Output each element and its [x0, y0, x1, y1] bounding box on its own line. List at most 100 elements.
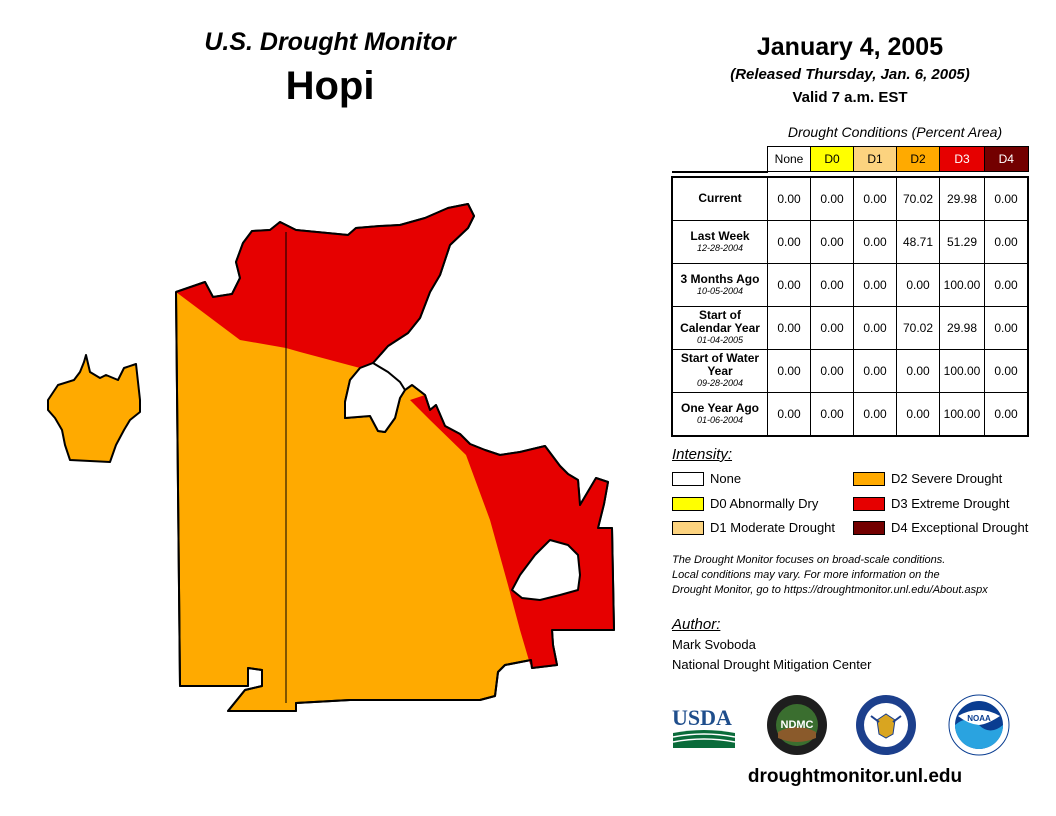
cell-d4: 0.00	[984, 305, 1029, 350]
row-label-date: 10-05-2004	[696, 285, 744, 296]
row-label: Last Week 12-28-2004	[671, 219, 768, 264]
row-label-text: Last Week	[690, 228, 750, 243]
col-header-d3: D3	[939, 146, 985, 172]
table-row: Start of Water Year 09-28-2004 0.00 0.00 0.0…	[671, 348, 1029, 393]
cell-d3: 100.00	[939, 262, 985, 307]
cell-d2: 48.71	[896, 219, 940, 264]
cell-d1: 0.00	[853, 305, 897, 350]
cell-d2: 0.00	[896, 348, 940, 393]
drought-map	[47, 203, 615, 712]
col-header-d4: D4	[984, 146, 1029, 172]
cell-d1: 0.00	[853, 175, 897, 221]
row-label: One Year Ago 01-06-2004	[671, 391, 768, 437]
ndmc-logo-text: NDMC	[781, 719, 814, 731]
legend-label: D1 Moderate Drought	[710, 520, 836, 535]
cell-d4: 0.00	[984, 175, 1029, 221]
legend-swatch	[672, 520, 704, 535]
legend-swatch	[672, 496, 704, 511]
cell-d1: 0.00	[853, 348, 897, 393]
author-title: Author:	[672, 616, 721, 633]
row-label-text: Current	[698, 191, 742, 205]
note-line: Local conditions may vary. For more info…	[672, 569, 940, 581]
row-label-text: Start of Water Year	[680, 351, 760, 378]
row-label-text: Start of Calendar Year	[680, 308, 760, 335]
col-header-d2: D2	[896, 146, 940, 172]
valid-time: Valid 7 a.m. EST	[792, 89, 908, 106]
legend-item-none: None	[672, 471, 741, 486]
cell-none: 0.00	[767, 219, 811, 264]
map-d3-north-region	[176, 204, 474, 368]
noaa-logo: NOAA	[948, 694, 1010, 756]
row-label-date: 01-06-2004	[696, 414, 744, 425]
cell-d1: 0.00	[853, 391, 897, 437]
row-label-date: 01-04-2005	[696, 335, 744, 345]
cell-none: 0.00	[767, 391, 811, 437]
legend-label: D2 Severe Drought	[891, 471, 1003, 486]
table-caption: Drought Conditions (Percent Area)	[787, 124, 1003, 140]
region-name: Hopi	[285, 64, 375, 108]
cell-d0: 0.00	[810, 305, 854, 350]
disclaimer-note: The Drought Monitor focuses on broad-sca…	[672, 553, 1042, 598]
legend-swatch	[853, 520, 885, 535]
cell-d0: 0.00	[810, 219, 854, 264]
col-header-d0: D0	[810, 146, 854, 172]
row-label: Start of Calendar Year 01-04-2005	[671, 305, 768, 350]
release-date: (Released Thursday, Jan. 6, 2005)	[730, 66, 970, 83]
cell-d4: 0.00	[984, 348, 1029, 393]
usda-logo: USDA	[672, 705, 736, 748]
row-label-date: 12-28-2004	[696, 242, 744, 253]
row-label: 3 Months Ago 10-05-2004	[671, 262, 768, 307]
noaa-logo-text: NOAA	[967, 714, 991, 723]
legend-item-d3: D3 Extreme Drought	[853, 496, 1010, 511]
note-line: Drought Monitor, go to https://droughtmo…	[672, 584, 988, 596]
legend-swatch	[853, 471, 885, 486]
table-row: Current 0.00 0.00 0.00 70.02 29.98 0.00	[671, 175, 1029, 221]
row-label: Start of Water Year 09-28-2004	[671, 348, 768, 393]
table-row: 3 Months Ago 10-05-2004 0.00 0.00 0.00 0.00 10…	[671, 262, 1029, 307]
usda-logo-text: USDA	[672, 705, 732, 730]
cell-d3: 29.98	[939, 175, 985, 221]
legend-swatch	[672, 471, 704, 486]
table-row: Last Week 12-28-2004 0.00 0.00 0.00 48.71 51.2…	[671, 219, 1029, 264]
cell-d3: 100.00	[939, 348, 985, 393]
drought-conditions-table: None D0 D1 D2 D3 D4 Current 0.00 0.00 0.00 7…	[671, 146, 1029, 437]
cell-d4: 0.00	[984, 219, 1029, 264]
cell-d0: 0.00	[810, 175, 854, 221]
legend-item-d2: D2 Severe Drought	[853, 471, 1002, 486]
legend-item-d1: D1 Moderate Drought	[672, 520, 835, 535]
col-header-d1: D1	[853, 146, 897, 172]
cell-d0: 0.00	[810, 391, 854, 437]
cell-d3: 100.00	[939, 391, 985, 437]
cell-d2: 0.00	[896, 262, 940, 307]
map-east-hole	[511, 539, 581, 601]
author-name: Mark Svoboda	[672, 637, 756, 652]
map-d3-east-region	[410, 395, 614, 668]
cell-d2: 70.02	[896, 305, 940, 350]
cell-d3: 51.29	[939, 219, 985, 264]
row-label-date: 09-28-2004	[696, 378, 744, 388]
table-row: One Year Ago 01-06-2004 0.00 0.00 0.00 0.00 10…	[671, 391, 1029, 437]
cell-d4: 0.00	[984, 391, 1029, 437]
cell-d2: 70.02	[896, 175, 940, 221]
note-line: The Drought Monitor focuses on broad-sca…	[672, 554, 946, 566]
legend-label: None	[710, 471, 742, 486]
row-label: Current	[671, 175, 768, 221]
cell-d2: 0.00	[896, 391, 940, 437]
legend-label: D3 Extreme Drought	[891, 496, 1010, 511]
cell-none: 0.00	[767, 348, 811, 393]
product-title: U.S. Drought Monitor	[204, 28, 456, 56]
cell-none: 0.00	[767, 175, 811, 221]
legend-swatch	[853, 496, 885, 511]
map-west-parcel	[47, 354, 141, 463]
col-header-none: None	[767, 146, 811, 172]
cell-none: 0.00	[767, 305, 811, 350]
legend-label: D4 Exceptional Drought	[891, 520, 1029, 535]
cell-d0: 0.00	[810, 262, 854, 307]
author-org: National Drought Mitigation Center	[672, 657, 872, 672]
cell-d4: 0.00	[984, 262, 1029, 307]
cell-none: 0.00	[767, 262, 811, 307]
legend-label: D0 Abnormally Dry	[710, 496, 819, 511]
row-label-text: 3 Months Ago	[680, 271, 760, 286]
ndmc-logo: NDMC	[767, 695, 827, 755]
legend-title: Intensity:	[672, 446, 733, 463]
